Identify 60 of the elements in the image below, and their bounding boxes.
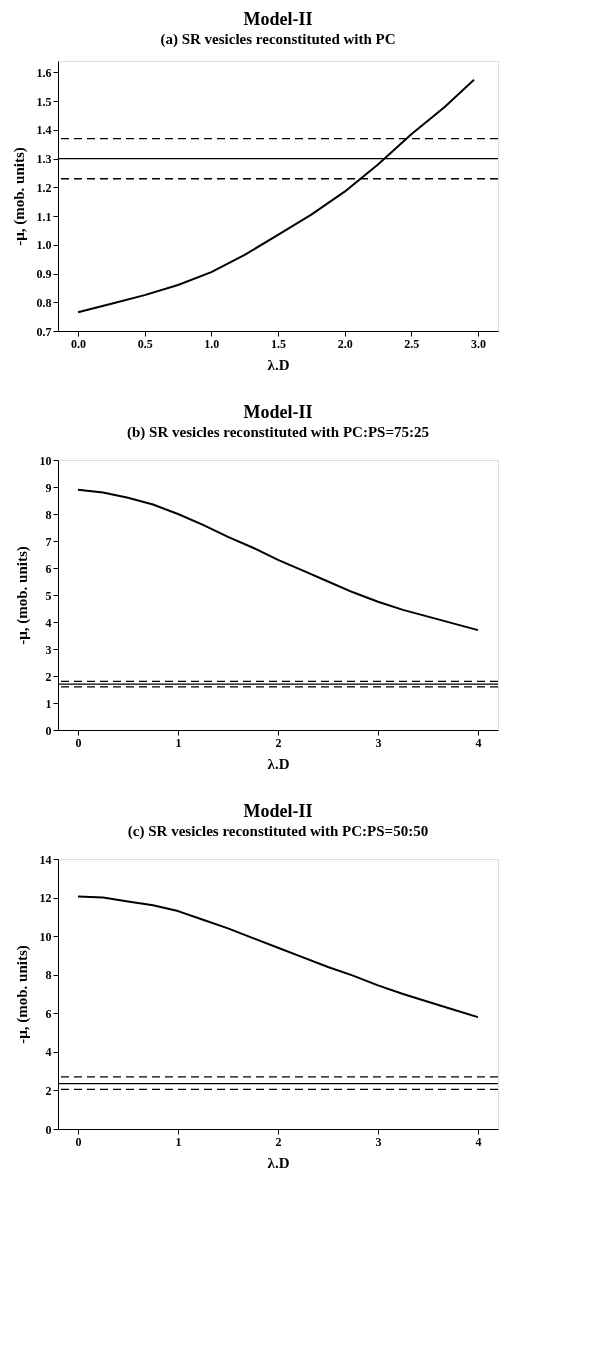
- x-axis-title: λ.D: [267, 1154, 290, 1171]
- y-tick-label: 8: [45, 968, 52, 983]
- y-tick-label: 3: [45, 642, 52, 657]
- y-tick-label: 4: [45, 615, 52, 630]
- y-tick-label: 7: [45, 534, 52, 549]
- x-tick-label: 2: [275, 1134, 282, 1149]
- y-tick-label: 6: [45, 561, 52, 576]
- chart-subtitle: (b) SR vesicles reconstituted with PC:PS=75:25: [127, 424, 429, 441]
- y-tick-label: 2: [45, 669, 52, 684]
- chart-title: Model-II: [243, 402, 313, 422]
- y-tick-label: 14: [39, 852, 52, 867]
- x-tick-label: 2.5: [404, 336, 420, 351]
- x-tick-label: 3.0: [471, 336, 486, 351]
- y-tick-label: 1.2: [36, 180, 52, 195]
- y-tick-label: 10: [39, 453, 52, 468]
- line-series: [77, 895, 479, 1019]
- x-tick-label: 1.5: [271, 336, 286, 351]
- y-tick-label: 1.6: [36, 65, 52, 80]
- y-tick-label: 0: [45, 723, 52, 738]
- y-axis-title: -μ, (mob. units): [10, 147, 28, 246]
- y-tick-label: 10: [39, 929, 52, 944]
- x-tick-label: 4: [475, 735, 482, 750]
- x-tick-label: 0: [75, 735, 82, 750]
- x-tick-label: 0.5: [137, 336, 153, 351]
- x-tick-label: 1: [175, 1134, 182, 1149]
- y-tick-label: 1.0: [36, 238, 52, 253]
- y-tick-label: 5: [45, 588, 52, 603]
- y-tick-label: 0.8: [36, 295, 52, 310]
- y-tick-label: 1.3: [36, 152, 52, 167]
- line-series: [77, 488, 479, 632]
- x-tick-label: 3: [375, 735, 382, 750]
- x-axis-title: λ.D: [267, 755, 290, 772]
- x-tick-label: 4: [475, 1134, 482, 1149]
- chart-subtitle: (a) SR vesicles reconstituted with PC: [160, 31, 396, 48]
- y-tick-label: 9: [45, 480, 52, 495]
- y-tick-label: 1.4: [36, 123, 52, 138]
- y-tick-label: 6: [45, 1006, 52, 1021]
- y-tick-label: 0.7: [36, 324, 52, 339]
- x-tick-label: 1: [175, 735, 182, 750]
- chart-title: Model-II: [243, 801, 313, 821]
- x-tick-label: 0.0: [71, 336, 86, 351]
- x-tick-label: 3: [375, 1134, 382, 1149]
- y-tick-label: 2: [45, 1083, 52, 1098]
- y-tick-label: 0.9: [36, 267, 52, 282]
- x-tick-label: 1.0: [204, 336, 220, 351]
- x-tick-label: 2: [275, 735, 282, 750]
- y-axis-title: -μ, (mob. units): [13, 546, 31, 645]
- x-tick-label: 2.0: [337, 336, 353, 351]
- y-tick-label: 8: [45, 507, 52, 522]
- x-axis-title: λ.D: [267, 356, 290, 373]
- chart-subtitle: (c) SR vesicles reconstituted with PC:PS=50:50: [127, 823, 429, 840]
- y-tick-label: 1: [45, 696, 52, 711]
- y-tick-label: 1.5: [36, 94, 52, 109]
- chart-title: Model-II: [243, 9, 313, 29]
- y-tick-label: 1.1: [36, 209, 52, 224]
- x-tick-label: 0: [75, 1134, 82, 1149]
- y-tick-label: 4: [45, 1045, 52, 1060]
- y-tick-label: 0: [45, 1122, 52, 1137]
- y-axis-title: -μ, (mob. units): [13, 945, 31, 1044]
- y-tick-label: 12: [39, 891, 52, 906]
